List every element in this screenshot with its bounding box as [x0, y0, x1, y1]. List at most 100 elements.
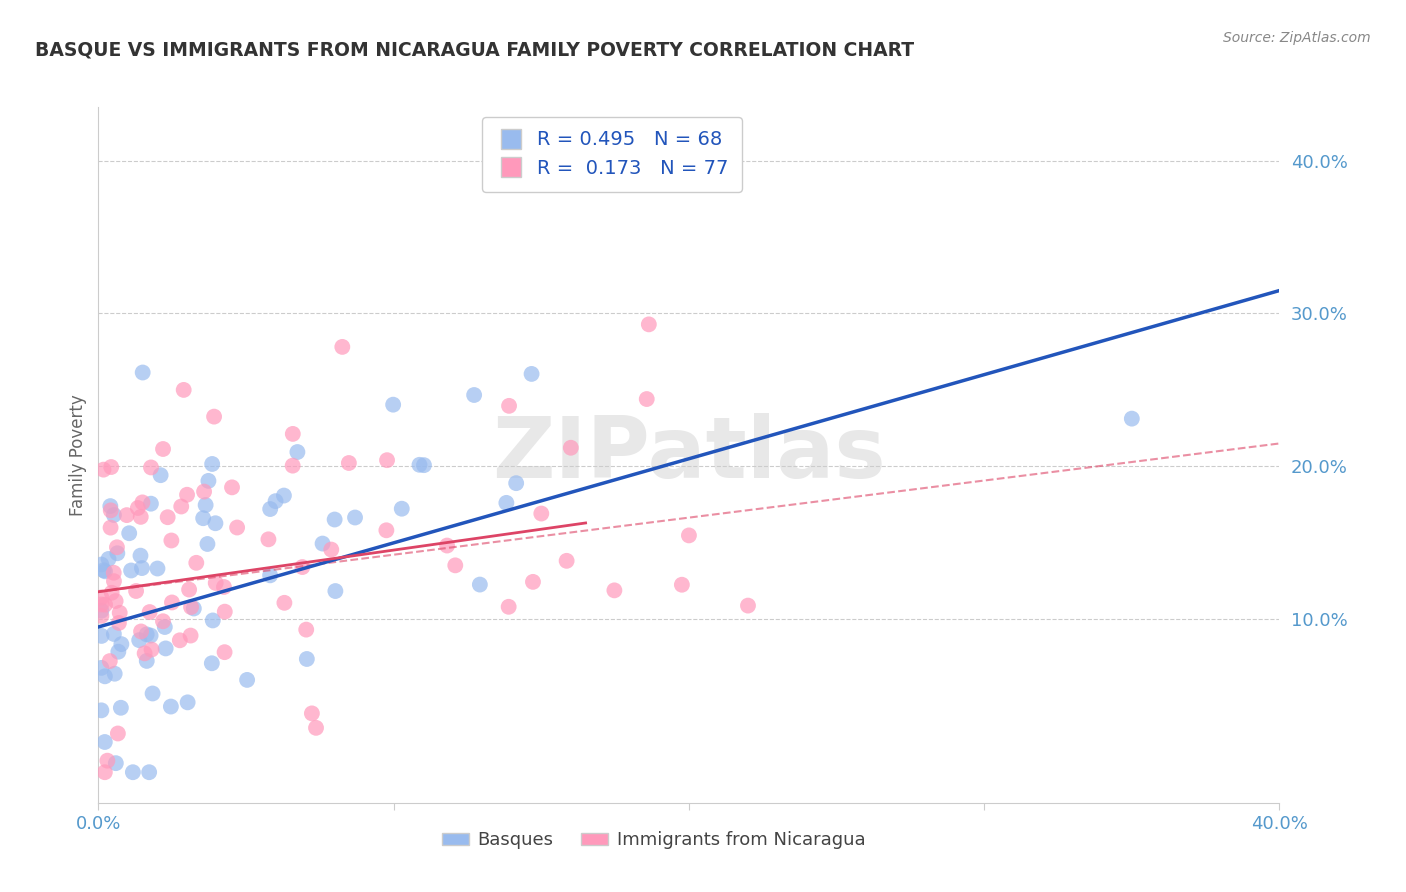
Point: [201, 614, 224, 628]
Point: [96, 754, 118, 768]
Point: [236, 673, 259, 687]
Point: [408, 458, 430, 472]
Point: [104, 666, 127, 681]
Point: [323, 512, 346, 526]
Point: [382, 398, 405, 412]
Point: [141, 642, 163, 657]
Point: [135, 654, 157, 668]
Point: [257, 533, 280, 547]
Point: [104, 756, 127, 771]
Point: [103, 574, 125, 589]
Point: [125, 584, 148, 599]
Point: [94, 598, 117, 612]
Point: [90, 608, 112, 623]
Point: [135, 627, 157, 641]
Point: [108, 606, 131, 620]
Point: [110, 637, 132, 651]
Point: [204, 516, 226, 531]
Point: [107, 645, 129, 659]
Point: [321, 542, 343, 557]
Point: [93, 563, 115, 577]
Point: [530, 507, 553, 521]
Point: [226, 520, 249, 534]
Point: [160, 533, 183, 548]
Text: BASQUE VS IMMIGRANTS FROM NICARAGUA FAMILY POVERTY CORRELATION CHART: BASQUE VS IMMIGRANTS FROM NICARAGUA FAMI…: [35, 40, 914, 59]
Point: [98, 654, 121, 668]
Point: [505, 476, 527, 491]
Point: [94, 765, 117, 780]
Point: [281, 426, 304, 441]
Point: [90, 661, 112, 675]
Point: [221, 480, 243, 494]
Point: [305, 721, 328, 735]
Point: [560, 441, 582, 455]
Point: [170, 500, 193, 514]
Point: [152, 442, 174, 456]
Point: [138, 605, 160, 619]
Point: [413, 458, 436, 472]
Point: [90, 598, 112, 612]
Point: [201, 657, 224, 671]
Point: [160, 595, 183, 609]
Point: [120, 564, 142, 578]
Point: [522, 574, 544, 589]
Point: [259, 568, 281, 582]
Text: Source: ZipAtlas.com: Source: ZipAtlas.com: [1223, 31, 1371, 45]
Point: [107, 726, 129, 740]
Point: [105, 541, 128, 555]
Point: [436, 539, 458, 553]
Point: [186, 556, 208, 570]
Point: [100, 586, 122, 600]
Point: [287, 445, 309, 459]
Point: [100, 521, 122, 535]
Point: [94, 669, 117, 683]
Point: [678, 528, 700, 542]
Point: [177, 582, 200, 597]
Point: [155, 641, 177, 656]
Point: [90, 629, 112, 643]
Point: [1121, 411, 1143, 425]
Point: [295, 623, 318, 637]
Point: [264, 494, 287, 508]
Point: [90, 604, 112, 618]
Point: [131, 495, 153, 509]
Point: [94, 564, 117, 578]
Point: [295, 652, 318, 666]
Point: [214, 605, 236, 619]
Point: [98, 499, 121, 513]
Point: [259, 502, 281, 516]
Point: [134, 646, 156, 660]
Point: [344, 510, 367, 524]
Point: [90, 703, 112, 717]
Text: ZIPatlas: ZIPatlas: [492, 413, 886, 497]
Point: [291, 560, 314, 574]
Point: [463, 388, 485, 402]
Point: [301, 706, 323, 721]
Point: [212, 580, 235, 594]
Point: [468, 577, 491, 591]
Point: [194, 498, 217, 512]
Point: [444, 558, 467, 573]
Point: [325, 584, 347, 599]
Point: [555, 554, 578, 568]
Point: [636, 392, 658, 406]
Point: [311, 536, 333, 550]
Point: [176, 488, 198, 502]
Point: [281, 458, 304, 473]
Point: [127, 501, 149, 516]
Point: [149, 468, 172, 483]
Point: [129, 549, 152, 563]
Point: [495, 496, 517, 510]
Point: [139, 497, 162, 511]
Point: [202, 409, 225, 424]
Point: [131, 366, 153, 380]
Point: [330, 340, 353, 354]
Point: [115, 508, 138, 522]
Point: [737, 599, 759, 613]
Point: [128, 633, 150, 648]
Point: [103, 566, 125, 580]
Point: [129, 624, 152, 639]
Point: [201, 457, 224, 471]
Point: [214, 645, 236, 659]
Point: [110, 700, 132, 714]
